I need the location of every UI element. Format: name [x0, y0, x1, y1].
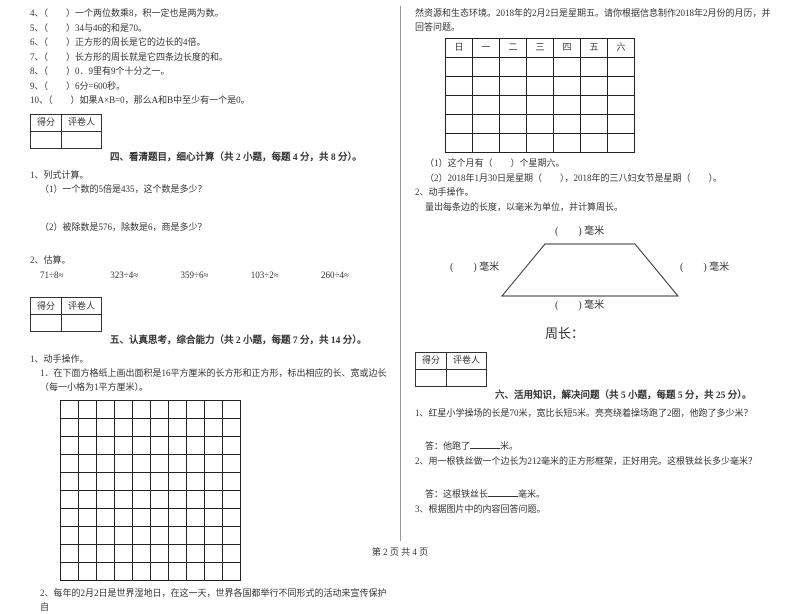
a6-1: 答：他跑了 米。 — [425, 438, 775, 454]
score-box-6: 得分 评卷人 — [415, 352, 487, 387]
right-intro: 然资源和生态环境。2018年的2月2日是星期五。请你根据信息制作2018年2月份… — [415, 7, 775, 34]
judge-10: 10、（ ）如果A×B=0，那么A和B中至少有一个是0。 — [30, 94, 390, 108]
perimeter-label: 周长： — [545, 324, 775, 344]
cal-h-4: 四 — [554, 39, 581, 58]
label-right: ( ) 毫米 — [680, 260, 729, 275]
right-column: 然资源和生态环境。2018年的2月2日是星期五。请你根据信息制作2018年2月份… — [415, 6, 775, 541]
score-cell — [31, 315, 62, 332]
score-cell — [31, 131, 62, 148]
q5-2: 2、每年的2月2日是世界湿地日，在这一天，世界各国都举行不同形式的活动来宣传保护… — [40, 587, 390, 614]
cal-h-2: 二 — [500, 39, 527, 58]
score-cell — [416, 369, 447, 386]
a6-2-prefix: 答：这根铁丝长 — [425, 489, 488, 499]
q6-3: 3、根据图片中的内容回答问题。 — [415, 503, 775, 517]
judgement-block: 4、（ ）一个两位数乘8，积一定也是两为数。 5、（ ）34与46的和是70。 … — [30, 7, 390, 108]
reviewer-label: 评卷人 — [62, 114, 102, 131]
left-column: 4、（ ）一个两位数乘8，积一定也是两为数。 5、（ ）34与46的和是70。 … — [30, 6, 390, 541]
q5-1: 1、动手操作。 — [30, 353, 390, 367]
a6-2: 答：这根铁丝长 毫米。 — [425, 486, 775, 502]
score-label: 得分 — [31, 298, 62, 315]
section-6-title: 六、活用知识，解决问题（共 5 小题，每题 5 分，共 25 分）。 — [495, 389, 775, 403]
q4-1: 1、列式计算。 — [30, 169, 390, 183]
reviewer-cell — [62, 315, 102, 332]
est-5: 260÷4≈ — [321, 269, 389, 283]
est-3: 359÷6≈ — [181, 269, 249, 283]
trapezoid-shape — [500, 242, 680, 298]
page-footer: 第 2 页 共 4 页 — [0, 546, 800, 560]
a6-1-prefix: 答：他跑了 — [425, 441, 470, 451]
score-label: 得分 — [31, 114, 62, 131]
judge-9: 9、（ ）6分=600秒。 — [30, 80, 390, 94]
judge-8: 8、（ ）0．9里有9个十分之一。 — [30, 65, 390, 79]
a6-1-suffix: 米。 — [500, 441, 518, 451]
label-left: ( ) 毫米 — [450, 260, 499, 275]
spacer — [415, 469, 775, 485]
judge-7: 7、（ ）长方形的周长就是它四条边长度的和。 — [30, 51, 390, 65]
cal-h-3: 三 — [527, 39, 554, 58]
calendar-table: 日 一 二 三 四 五 六 — [445, 38, 635, 153]
label-top: ( ) 毫米 — [555, 224, 604, 239]
q4-1b: （2）被除数是576，除数是6，商是多少？ — [40, 221, 390, 235]
q5-1a: 1．在下面方格纸上画出面积是16平方厘米的长方形和正方形，标出相应的长、宽或边长… — [40, 367, 390, 394]
reviewer-cell — [62, 131, 102, 148]
column-divider — [400, 6, 401, 541]
est-1: 71÷8≈ — [40, 269, 108, 283]
cal-h-5: 五 — [581, 39, 608, 58]
estimate-row: 71÷8≈ 323÷4≈ 359÷6≈ 103÷2≈ 260÷4≈ — [40, 269, 390, 283]
spacer — [30, 198, 390, 220]
trapezoid-figure: ( ) 毫米 ( ) 毫米 ( ) 毫米 ( ) 毫米 — [455, 220, 735, 300]
r-q2a: 量出每条边的长度，以毫米为单位，并计算周长。 — [425, 201, 775, 215]
judge-4: 4、（ ）一个两位数乘8，积一定也是两为数。 — [30, 7, 390, 21]
reviewer-label: 评卷人 — [62, 298, 102, 315]
section-4-title: 四、看清题目，细心计算（共 2 小题，每题 4 分，共 8 分）。 — [110, 151, 390, 165]
score-label: 得分 — [416, 352, 447, 369]
a6-2-suffix: 毫米。 — [518, 489, 545, 499]
section-5-title: 五、认真思考，综合能力（共 2 小题，每题 7 分，共 14 分）。 — [110, 334, 390, 348]
est-2: 323÷4≈ — [110, 269, 178, 283]
spacer — [30, 283, 390, 291]
page: 4、（ ）一个两位数乘8，积一定也是两为数。 5、（ ）34与46的和是70。 … — [0, 0, 800, 565]
reviewer-label: 评卷人 — [447, 352, 487, 369]
est-4: 103÷2≈ — [251, 269, 319, 283]
q6-2: 2、用一根铁丝做一个边长为212毫米的正方形框架，正好用完。这根铁丝长多少毫米？ — [415, 455, 775, 469]
reviewer-cell — [447, 369, 487, 386]
cal-q1: （1）这个月有（ ）个星期六。 — [425, 157, 775, 171]
judge-5: 5、（ ）34与46的和是70。 — [30, 22, 390, 36]
score-box-5: 得分 评卷人 — [30, 297, 102, 332]
cal-h-6: 六 — [608, 39, 635, 58]
q4-1a: （1）一个数的5倍是435，这个数是多少？ — [40, 183, 390, 197]
label-bottom: ( ) 毫米 — [555, 298, 604, 313]
judge-6: 6、（ ）正方形的周长是它的边长的4倍。 — [30, 36, 390, 50]
cal-h-0: 日 — [446, 39, 473, 58]
spacer — [415, 421, 775, 437]
blank — [488, 486, 518, 497]
q6-1: 1、红星小学操场的长是70米，宽比长短5米。亮亮绕着操场跑了2圈，他跑了多少米？ — [415, 407, 775, 421]
blank — [470, 438, 500, 449]
score-box-4: 得分 评卷人 — [30, 114, 102, 149]
cal-q2: （2）2018年1月30日是星期（ ），2018年的三八妇女节是星期（ ）。 — [425, 172, 775, 186]
cal-h-1: 一 — [473, 39, 500, 58]
r-q2: 2、动手操作。 — [415, 186, 775, 200]
spacer — [30, 235, 390, 253]
q4-2: 2、估算。 — [30, 254, 390, 268]
